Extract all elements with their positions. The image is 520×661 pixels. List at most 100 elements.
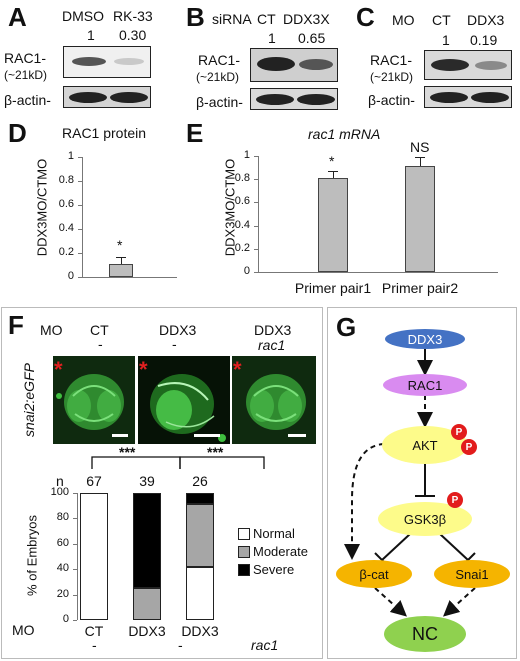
- e-y-tick: [254, 272, 258, 273]
- panel-g-letter: G: [336, 312, 357, 342]
- d-y-tick-label: 0.4: [58, 222, 74, 234]
- embryo-image-ddx3-rac1: [232, 356, 316, 444]
- f-x-tick-label: CT: [84, 623, 104, 639]
- f-x-sub-ct: -: [92, 637, 97, 653]
- f-bar-normal: [186, 566, 214, 620]
- b-kd-label: (~21kD): [196, 70, 240, 84]
- e-y-tick: [254, 225, 258, 227]
- panel-g-frame: [327, 307, 517, 659]
- a-rac1-blot: [63, 46, 151, 78]
- c-cond-ct: CT: [432, 12, 451, 28]
- d-y-tick: [78, 277, 82, 278]
- panel-f-letter: F: [8, 310, 24, 340]
- f-y-tick-label: 0: [62, 613, 69, 625]
- scale-bar-ddx3-rac1: [288, 434, 306, 437]
- node-bcat: β-cat: [336, 560, 412, 588]
- phospho-akt-1: P: [451, 424, 467, 440]
- panel-e-letter: E: [186, 118, 204, 148]
- node-snai1: Snai1: [434, 560, 510, 588]
- embryo-image-ct: [53, 356, 135, 444]
- d-y-tick: [78, 253, 82, 254]
- b-rac1-label: RAC1-: [198, 52, 241, 68]
- d-bar: [109, 263, 133, 277]
- a-quant-1: 1: [87, 27, 95, 43]
- f-sub-ddx3: -: [172, 336, 177, 352]
- f-sub-ct: -: [98, 336, 103, 352]
- b-actin-band-1: [256, 94, 294, 105]
- f-n-value: 39: [139, 473, 155, 489]
- e-x-axis: [258, 272, 498, 273]
- d-x-axis: [82, 277, 177, 278]
- a-rac1-band-rk33: [114, 58, 144, 65]
- c-actin-band-2: [471, 92, 509, 103]
- f-sub-rac1: rac1: [258, 337, 286, 353]
- c-prefix: MO: [392, 12, 415, 28]
- f-bar-severe: [186, 493, 214, 505]
- f-xlabel-mo: MO: [12, 622, 35, 638]
- a-actin-blot: [63, 86, 151, 108]
- a-kd-label: (~21kD): [4, 68, 48, 82]
- f-col-ddx3: DDX3: [159, 322, 197, 338]
- e-x-tick-label: Primer pair1: [294, 280, 372, 296]
- c-quant-2: 0.19: [470, 32, 498, 48]
- b-rac1-band-ct: [257, 57, 295, 71]
- e-sig-label: NS: [410, 139, 430, 156]
- c-actin-blot: [424, 86, 512, 108]
- b-cond-ct: CT: [257, 11, 276, 27]
- f-y-tick-label: 40: [56, 562, 69, 575]
- scale-bar-ct: [112, 434, 128, 437]
- f-x-sub-rac1: rac1: [251, 637, 279, 653]
- c-cond-ddx3: DDX3: [467, 12, 505, 28]
- b-actin-label: β-actin-: [196, 94, 243, 110]
- c-kd-label: (~21kD): [370, 70, 414, 84]
- node-akt: AKT: [382, 426, 468, 464]
- e-y-tick-label: 1: [243, 149, 250, 161]
- f-x-sub-ddx3: -: [178, 637, 183, 653]
- scale-bar-ddx3: [194, 434, 220, 437]
- f-y-axis: [77, 493, 78, 620]
- node-nc: NC: [384, 616, 466, 652]
- b-quant-2: 0.65: [298, 30, 326, 46]
- f-bar-normal: [80, 493, 108, 620]
- c-quant-1: 1: [442, 32, 450, 48]
- d-y-tick-label: 0.6: [58, 198, 74, 210]
- panel-b-letter: B: [186, 2, 205, 32]
- e-sig-label: *: [329, 153, 335, 170]
- a-actin-band-1: [69, 92, 107, 103]
- f-bar-severe: [133, 493, 161, 589]
- f-y-tick: [73, 569, 77, 571]
- c-rac1-band-ddx3: [475, 61, 507, 70]
- b-actin-band-2: [297, 94, 335, 105]
- e-y-tick: [254, 248, 258, 250]
- f-x-tick-label: DDX3: [128, 623, 166, 639]
- f-y-tick-label: 20: [56, 587, 69, 600]
- star-ct: *: [54, 357, 63, 382]
- node-rac1: RAC1: [383, 374, 467, 396]
- e-y-tick-label: 0.6: [234, 195, 250, 208]
- a-actin-band-2: [110, 92, 148, 103]
- f-sig-left: ***: [119, 444, 136, 460]
- f-y-tick-label: 100: [50, 486, 69, 498]
- legend-moderate: Moderate: [253, 544, 308, 559]
- e-bar: [405, 166, 435, 272]
- e-y-tick-label: 0.4: [234, 218, 250, 231]
- f-n-value: 26: [192, 473, 208, 489]
- e-error-cap: [415, 157, 425, 159]
- a-actin-label: β-actin-: [4, 92, 51, 108]
- d-y-tick-label: 1: [67, 150, 74, 162]
- panel-f-frame: [1, 307, 323, 659]
- f-mo-label: MO: [40, 322, 63, 338]
- f-y-tick: [73, 493, 77, 494]
- d-error-cap: [116, 256, 126, 258]
- e-y-tick-label: 0: [243, 265, 250, 277]
- f-n-value: 67: [86, 473, 102, 489]
- f-y-tick-label: 60: [56, 536, 69, 549]
- f-y-tick-label: 80: [56, 511, 69, 524]
- b-actin-blot: [250, 88, 338, 110]
- e-bar: [318, 178, 348, 272]
- d-y-tick: [78, 229, 82, 230]
- f-col-ddx3-rac1: DDX3: [254, 322, 292, 338]
- f-n-label: n: [56, 473, 64, 489]
